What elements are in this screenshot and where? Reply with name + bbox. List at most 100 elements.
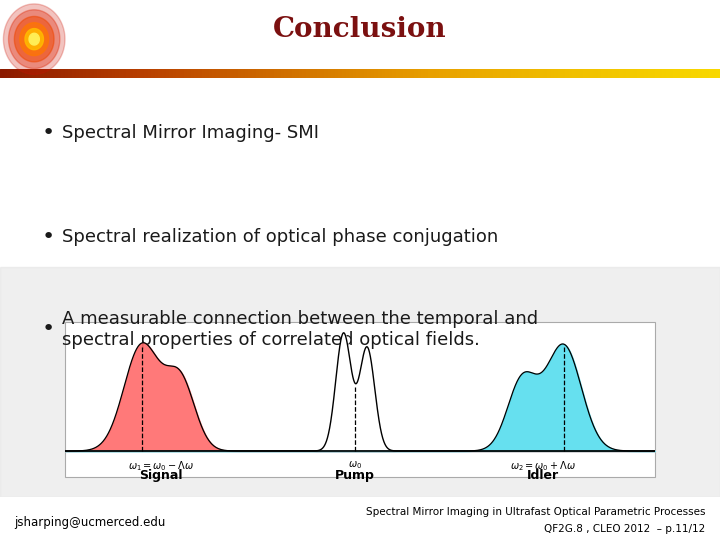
Bar <box>32 69 36 78</box>
Bar <box>508 69 511 78</box>
Bar <box>209 69 212 78</box>
Bar <box>590 69 594 78</box>
Bar <box>140 69 144 78</box>
Bar <box>65 69 68 78</box>
Bar <box>644 69 648 78</box>
Text: Signal: Signal <box>139 469 182 482</box>
Bar <box>601 69 605 78</box>
Bar <box>493 69 497 78</box>
Bar <box>234 69 238 78</box>
Bar <box>598 69 601 78</box>
Bar <box>540 69 544 78</box>
Bar <box>86 69 90 78</box>
Bar <box>83 69 86 78</box>
Bar <box>259 69 263 78</box>
Bar <box>61 69 65 78</box>
Bar <box>0 69 4 78</box>
Bar <box>162 69 166 78</box>
Bar <box>198 69 202 78</box>
Bar <box>634 69 637 78</box>
Bar <box>446 69 450 78</box>
Bar <box>684 69 688 78</box>
Bar <box>619 69 623 78</box>
Bar <box>58 69 61 78</box>
Bar <box>378 69 382 78</box>
Bar <box>346 69 349 78</box>
Text: Spectral realization of optical phase conjugation: Spectral realization of optical phase co… <box>62 228 498 246</box>
Bar <box>169 69 173 78</box>
Bar <box>252 69 256 78</box>
Bar <box>385 69 389 78</box>
Bar <box>518 69 522 78</box>
Bar <box>180 69 184 78</box>
Bar <box>580 69 583 78</box>
Bar <box>421 69 425 78</box>
Bar <box>306 69 310 78</box>
Bar <box>302 69 306 78</box>
Bar <box>677 69 680 78</box>
Bar <box>320 69 324 78</box>
Bar <box>277 69 281 78</box>
Bar <box>475 69 479 78</box>
Bar <box>662 69 666 78</box>
Bar <box>709 69 713 78</box>
Bar <box>691 69 695 78</box>
Bar <box>353 69 356 78</box>
Bar <box>371 69 374 78</box>
Bar <box>695 69 698 78</box>
Polygon shape <box>14 16 54 62</box>
Bar <box>637 69 641 78</box>
Bar <box>241 69 245 78</box>
Bar <box>104 69 108 78</box>
Bar <box>490 69 493 78</box>
Text: $\omega_1 = \omega_0 - \Lambda\omega$: $\omega_1 = \omega_0 - \Lambda\omega$ <box>127 459 194 473</box>
Bar <box>436 69 439 78</box>
Bar <box>533 69 536 78</box>
Bar <box>464 69 468 78</box>
Bar <box>202 69 205 78</box>
Bar <box>173 69 176 78</box>
Bar <box>158 69 162 78</box>
Bar <box>25 69 29 78</box>
Bar <box>382 69 385 78</box>
Bar <box>101 69 104 78</box>
Polygon shape <box>25 29 43 50</box>
Bar <box>238 69 241 78</box>
Bar <box>716 69 720 78</box>
Text: Spectral Mirror Imaging in Ultrafast Optical Parametric Processes: Spectral Mirror Imaging in Ultrafast Opt… <box>366 507 706 517</box>
Bar <box>76 69 79 78</box>
Bar <box>425 69 428 78</box>
Bar <box>266 69 270 78</box>
Bar <box>688 69 691 78</box>
Bar <box>324 69 328 78</box>
Bar <box>216 69 220 78</box>
Bar <box>155 69 158 78</box>
Bar <box>72 69 76 78</box>
Bar <box>652 69 655 78</box>
Bar <box>641 69 644 78</box>
Bar <box>148 69 151 78</box>
Bar <box>220 69 223 78</box>
Bar <box>212 69 216 78</box>
Text: QF2G.8 , CLEO 2012  – p.11/12: QF2G.8 , CLEO 2012 – p.11/12 <box>544 524 706 534</box>
Bar <box>54 69 58 78</box>
Bar <box>137 69 140 78</box>
Bar <box>623 69 626 78</box>
Bar <box>187 69 191 78</box>
Bar <box>14 69 18 78</box>
Bar <box>457 69 461 78</box>
Bar <box>97 69 101 78</box>
Bar <box>94 69 97 78</box>
Text: A measurable connection between the temporal and
spectral properties of correlat: A measurable connection between the temp… <box>62 310 538 349</box>
Bar <box>126 69 130 78</box>
Bar <box>364 69 367 78</box>
Bar <box>22 69 25 78</box>
Bar <box>522 69 526 78</box>
Bar <box>47 69 50 78</box>
Bar <box>205 69 209 78</box>
Bar <box>698 69 702 78</box>
Bar <box>112 69 115 78</box>
Text: $\omega_0$: $\omega_0$ <box>348 459 362 471</box>
Bar <box>497 69 500 78</box>
Bar <box>79 69 83 78</box>
